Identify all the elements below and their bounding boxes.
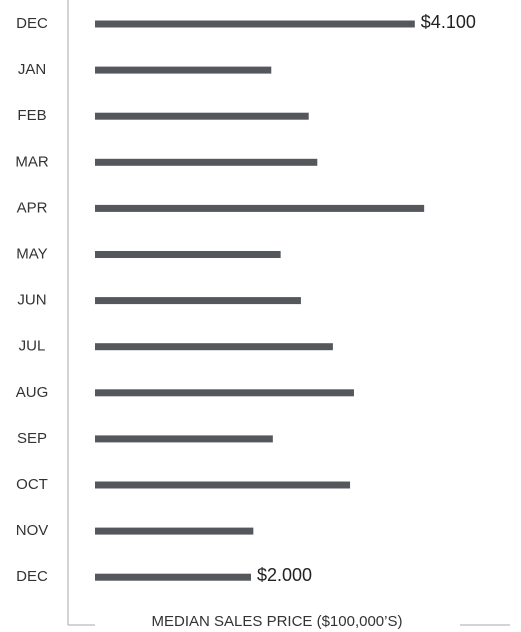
x-axis-label: MEDIAN SALES PRICE ($100,000’S) (152, 613, 403, 630)
y-tick-label: FEB (17, 107, 46, 124)
y-tick-label: SEP (17, 430, 47, 447)
y-tick-label: MAY (16, 245, 47, 262)
y-tick-label: DEC (16, 568, 48, 585)
y-tick-label: OCT (16, 476, 48, 493)
bar (95, 343, 333, 351)
y-tick-label: JUL (19, 338, 46, 355)
bar (95, 389, 354, 397)
y-tick-label: JUN (17, 292, 46, 309)
bar (95, 481, 351, 489)
bar (95, 158, 318, 166)
y-tick-label: APR (17, 199, 48, 216)
bar (95, 66, 272, 74)
bar (95, 527, 254, 535)
y-tick-label: NOV (16, 522, 49, 539)
bar (95, 112, 309, 120)
y-tick-label: JAN (18, 61, 46, 78)
y-tick-label: AUG (16, 384, 49, 401)
y-tick-label: MAR (15, 153, 49, 170)
bar (95, 573, 251, 581)
bar (95, 20, 415, 28)
bar (95, 251, 281, 258)
bar (95, 297, 301, 305)
data-label: $4.100 (421, 12, 476, 32)
y-tick-label: DEC (16, 15, 48, 32)
bar (95, 204, 425, 212)
bar (95, 435, 273, 443)
data-label: $2.000 (257, 565, 312, 585)
